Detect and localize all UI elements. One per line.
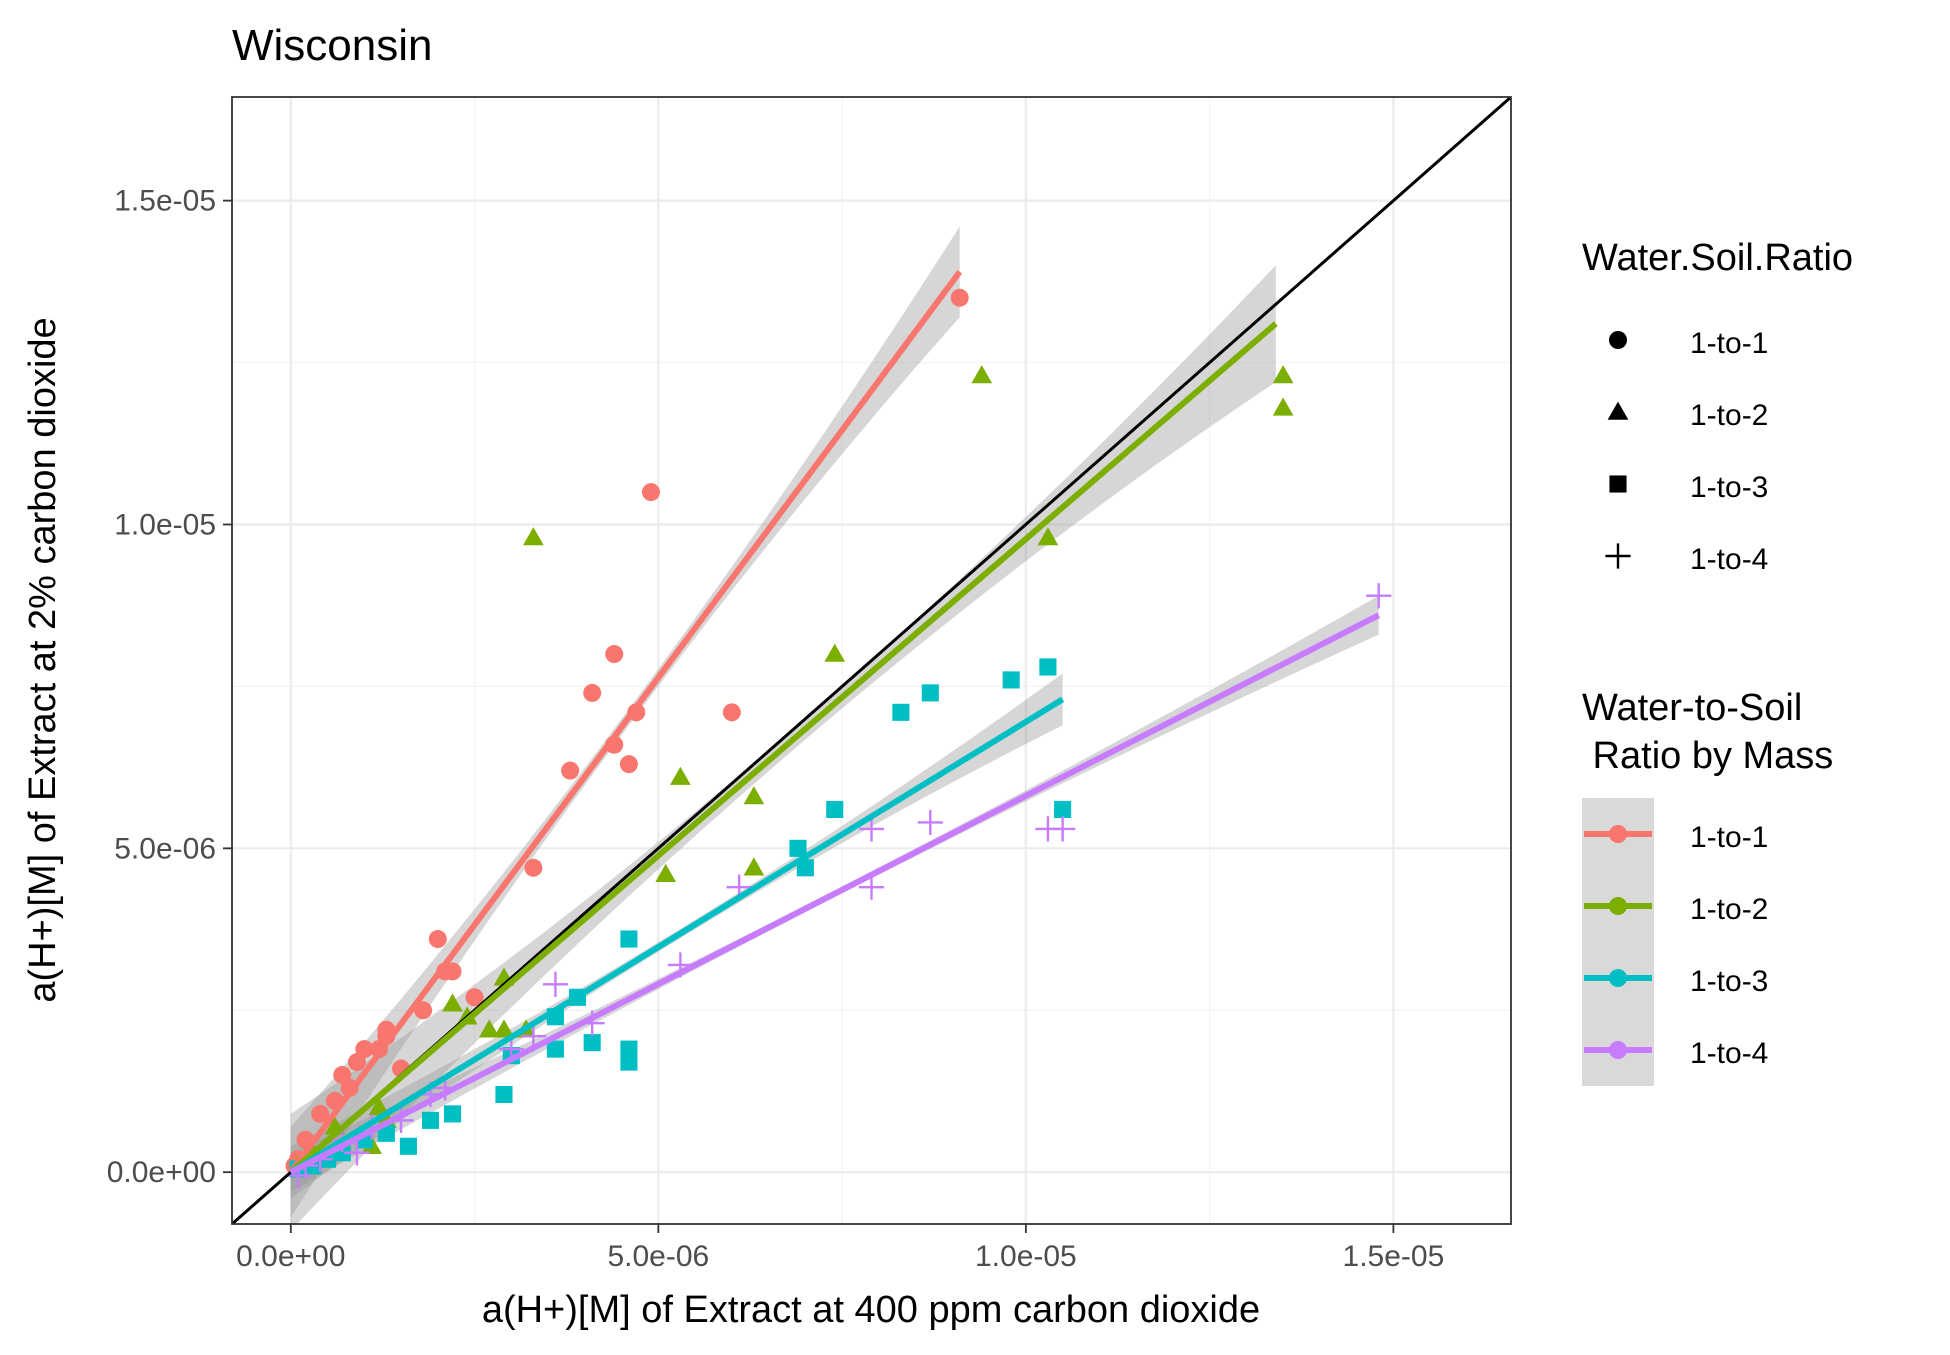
legend-shape-key-triangle xyxy=(1607,401,1629,420)
legend-shape-key-plus xyxy=(1605,543,1631,569)
data-point-1-to-1 xyxy=(443,962,462,981)
legend-shape-label: 1-to-1 xyxy=(1690,327,1768,360)
data-point-1-to-1 xyxy=(561,761,580,780)
legend-shape-key-circle xyxy=(1609,331,1627,349)
data-point-1-to-2 xyxy=(743,857,765,876)
data-point-1-to-2 xyxy=(1272,365,1294,384)
data-point-1-to-2 xyxy=(1272,397,1294,416)
plot-border xyxy=(231,96,1512,1225)
fit-line-1-to-4 xyxy=(289,612,1381,1175)
legend-color-key-dot xyxy=(1609,969,1627,987)
data-point-1-to-3 xyxy=(826,800,844,819)
y-tick-label: 5.0e-06 xyxy=(114,832,216,865)
y-tick-label: 1.0e-05 xyxy=(114,508,216,541)
data-point-1-to-2 xyxy=(824,643,846,662)
legend-color-title-line1: Water-to-Soil xyxy=(1582,687,1802,729)
data-point-1-to-3 xyxy=(620,930,638,948)
legend-shape-label: 1-to-4 xyxy=(1690,543,1768,576)
y-axis: 0.0e+00 5.0e-06 1.0e-05 1.5e-05 xyxy=(107,185,232,1189)
data-point-1-to-4 xyxy=(858,816,885,842)
x-axis: 0.0e+00 5.0e-06 1.0e-05 1.5e-05 xyxy=(236,1224,1444,1273)
data-point-1-to-3 xyxy=(892,703,910,721)
x-tick-label: 1.5e-05 xyxy=(1343,1240,1445,1273)
data-point-1-to-1 xyxy=(524,858,543,877)
legend-shape-label: 1-to-2 xyxy=(1690,399,1768,432)
fit-line-1-to-3 xyxy=(289,696,1065,1175)
x-tick-label: 0.0e+00 xyxy=(236,1240,345,1273)
legend-color-key-dot xyxy=(1609,897,1627,915)
data-point-1-to-1 xyxy=(722,703,741,722)
data-point-1-to-2 xyxy=(368,1097,390,1116)
data-point-1-to-3 xyxy=(399,1137,417,1155)
data-point-1-to-1 xyxy=(428,930,447,949)
data-point-1-to-2 xyxy=(655,863,677,883)
legend-shape-title: Water.Soil.Ratio xyxy=(1582,237,1853,279)
data-point-1-to-2 xyxy=(523,527,544,546)
data-point-1-to-3 xyxy=(443,1105,462,1123)
data-point-1-to-3 xyxy=(583,1034,601,1052)
legend-color-key-background xyxy=(1582,798,1654,1086)
chart-title: Wisconsin xyxy=(232,21,433,70)
data-point-1-to-3 xyxy=(620,1053,638,1071)
legend-color: Water-to-Soil Ratio by Mass 1-to-1 1-to-2… xyxy=(1582,687,1833,1086)
data-point-1-to-2 xyxy=(1037,527,1059,546)
data-point-1-to-1 xyxy=(465,988,484,1007)
data-point-1-to-2 xyxy=(971,365,993,384)
data-point-1-to-2 xyxy=(743,786,765,805)
data-point-1-to-4 xyxy=(542,971,569,997)
fit-line-1-to-1 xyxy=(288,270,963,1174)
data-point-1-to-2 xyxy=(442,993,463,1012)
data-point-1-to-1 xyxy=(641,483,660,502)
fit-line-1-to-2 xyxy=(288,321,1278,1175)
data-point-1-to-1 xyxy=(347,1053,366,1072)
data-point-1-to-3 xyxy=(546,1040,564,1058)
data-point-1-to-1 xyxy=(605,645,624,664)
data-point-1-to-4 xyxy=(917,809,943,836)
data-point-1-to-4 xyxy=(520,1023,546,1049)
data-point-1-to-4 xyxy=(858,874,885,900)
data-point-1-to-3 xyxy=(789,839,807,857)
data-point-1-to-3 xyxy=(377,1124,395,1142)
data-point-1-to-1 xyxy=(583,683,602,702)
data-point-1-to-3 xyxy=(1002,671,1020,689)
legend-color-key-dot xyxy=(1609,825,1627,843)
data-point-1-to-4 xyxy=(1050,816,1076,842)
x-tick-label: 5.0e-06 xyxy=(607,1240,709,1273)
y-axis-label: a(H+)[M] of Extract at 2% carbon dioxide xyxy=(22,317,64,1002)
legend-shape-label: 1-to-3 xyxy=(1690,471,1768,504)
data-point-1-to-1 xyxy=(619,755,638,774)
data-point-1-to-4 xyxy=(344,1140,370,1166)
legend-color-title-line2: Ratio by Mass xyxy=(1582,735,1833,777)
y-tick-label: 0.0e+00 xyxy=(107,1156,216,1189)
data-point-1-to-1 xyxy=(311,1104,330,1123)
data-point-1-to-4 xyxy=(1366,583,1392,609)
legend-color-label: 1-to-4 xyxy=(1690,1037,1768,1070)
x-axis-label: a(H+)[M] of Extract at 400 ppm carbon di… xyxy=(482,1289,1260,1331)
legend-shape-key-square xyxy=(1609,475,1627,493)
legend-color-label: 1-to-3 xyxy=(1690,965,1768,998)
legend-color-label: 1-to-1 xyxy=(1690,821,1768,854)
fit-lines xyxy=(288,270,1381,1175)
data-point-1-to-2 xyxy=(478,1019,500,1038)
data-point-1-to-1 xyxy=(414,1001,433,1020)
legend-color-label: 1-to-2 xyxy=(1690,893,1768,926)
data-point-1-to-3 xyxy=(921,684,939,702)
x-tick-label: 1.0e-05 xyxy=(975,1240,1077,1273)
data-point-1-to-1 xyxy=(950,288,969,307)
data-point-1-to-3 xyxy=(1039,658,1057,676)
legend-shape: Water.Soil.Ratio 1-to-1 1-to-2 1-to-3 1-to-… xyxy=(1582,237,1853,576)
data-point-1-to-3 xyxy=(620,1040,638,1058)
data-point-1-to-2 xyxy=(670,766,691,785)
data-point-1-to-3 xyxy=(421,1111,440,1129)
data-point-1-to-2 xyxy=(493,1019,515,1038)
data-point-1-to-3 xyxy=(796,859,814,877)
legend-color-key-dot xyxy=(1609,1041,1627,1059)
data-point-1-to-3 xyxy=(495,1085,513,1104)
y-tick-label: 1.5e-05 xyxy=(114,185,216,218)
grid-major xyxy=(232,97,1511,1224)
data-point-1-to-3 xyxy=(1054,800,1072,819)
